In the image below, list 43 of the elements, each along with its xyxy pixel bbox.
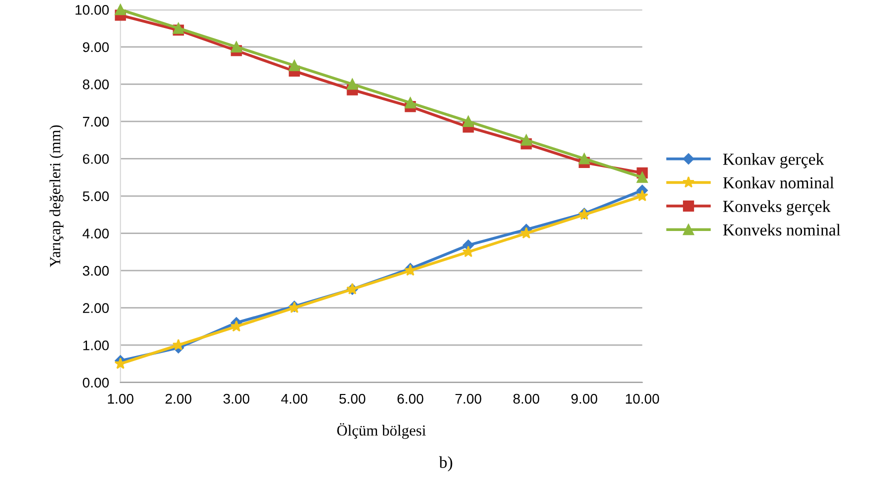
- y-tick-label: 9.00: [82, 42, 109, 52]
- y-tick-label: 0.00: [82, 378, 109, 388]
- y-tick-label: 10.00: [76, 4, 109, 15]
- x-axis-title: Ölçüm bölgesi: [337, 423, 426, 439]
- x-tick-label: 2.00: [166, 394, 192, 404]
- y-tick-label: 5.00: [82, 191, 109, 202]
- x-tick-label: 8.00: [513, 394, 540, 404]
- point: [230, 41, 242, 52]
- point: [172, 338, 184, 350]
- point: [520, 227, 532, 238]
- x-tick-label: 1.00: [108, 394, 134, 404]
- x-tick-label: 6.00: [398, 394, 424, 404]
- y-tick-label: 1.00: [83, 340, 109, 350]
- legend-label: Konkav gerçek: [723, 153, 824, 168]
- y-tick-label: 6.00: [82, 154, 109, 164]
- y-tick-label: 8.00: [82, 80, 109, 90]
- x-tick-label: 10.00: [626, 394, 660, 404]
- y-tick-label: 2.00: [82, 303, 109, 314]
- y-tick-label: 4.00: [82, 228, 109, 238]
- y-tick-label: 3.00: [82, 266, 109, 276]
- point: [636, 172, 648, 183]
- point: [462, 246, 474, 258]
- x-tick-label: 4.00: [281, 394, 308, 404]
- y-axis-title: Yarıçap değerleri (mm): [50, 125, 64, 268]
- point: [578, 153, 590, 164]
- point: [288, 60, 300, 72]
- point: [114, 4, 126, 16]
- x-tick-label: 5.00: [339, 394, 366, 404]
- point: [346, 78, 358, 90]
- point: [520, 134, 532, 146]
- legend-label: Konveks gerçek: [723, 200, 831, 216]
- point: [462, 116, 474, 128]
- point: [230, 320, 242, 332]
- legend-label: Konkav nominal: [723, 176, 834, 188]
- y-tick-label: 7.00: [82, 116, 109, 127]
- legend-label: Konveks nominal: [723, 224, 840, 236]
- point: [636, 190, 648, 202]
- text: b): [439, 456, 452, 472]
- x-tick-label: 9.00: [571, 394, 598, 404]
- point: [114, 358, 126, 369]
- point: [404, 97, 416, 108]
- x-tick-label: 3.00: [223, 394, 250, 404]
- x-tick-label: 7.00: [455, 394, 482, 404]
